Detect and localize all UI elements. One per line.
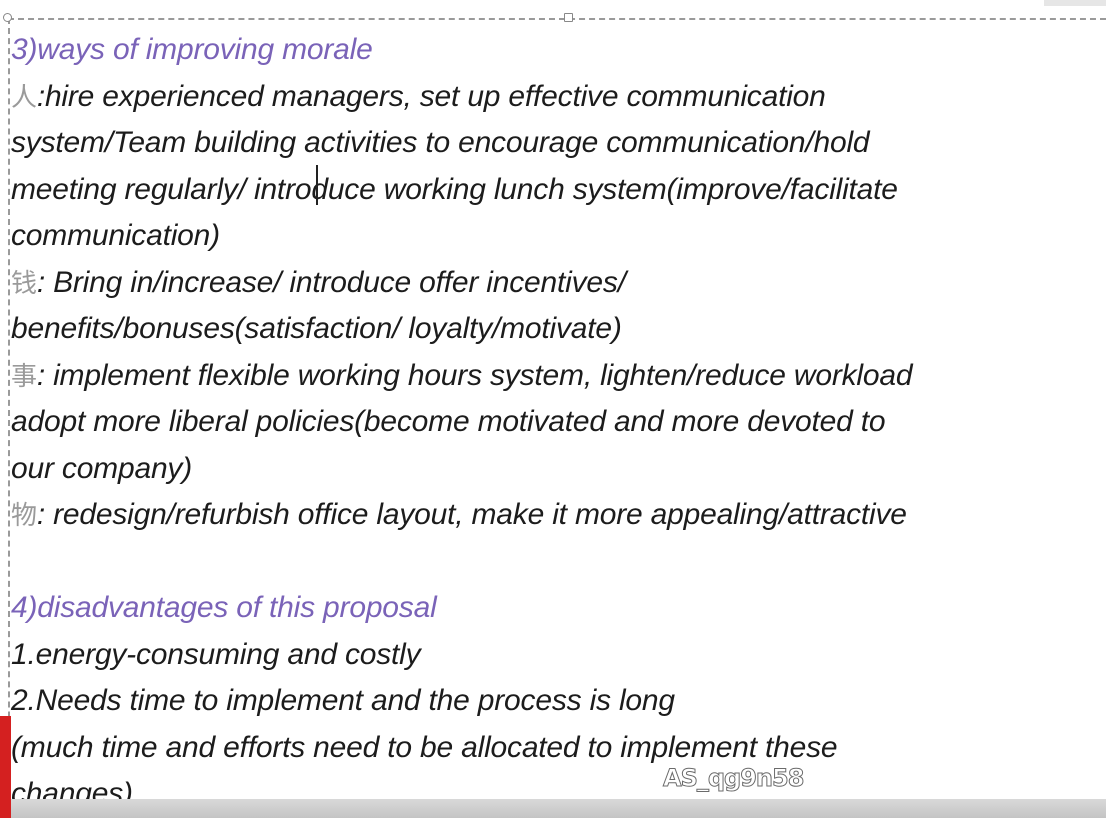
affairs-line-3: our company) xyxy=(11,451,193,485)
section-4-heading: 4)disadvantages of this proposal xyxy=(11,591,437,624)
top-right-strip xyxy=(1044,0,1106,6)
disadvantage-2: 2.Needs time to implement and the proces… xyxy=(11,684,675,717)
money-marker: 钱 xyxy=(11,268,37,299)
people-line-1: 人:hire experienced managers, set up effe… xyxy=(11,74,1106,121)
affairs-line-1: 事: implement flexible working hours syst… xyxy=(11,353,1106,400)
things-line-1: 物: redesign/refurbish office layout, mak… xyxy=(11,492,1106,539)
section-3-heading: 3)ways of improving morale xyxy=(11,33,373,66)
red-side-tab xyxy=(0,716,11,818)
bottom-scroll-bar[interactable] xyxy=(0,799,1106,818)
money-text-1: : Bring in/increase/ introduce offer inc… xyxy=(36,265,626,299)
disadvantage-1: 1.energy-consuming and costly xyxy=(11,637,421,671)
textbox-border-top xyxy=(8,18,1106,20)
slide-text-box[interactable]: 3)ways of improving morale 人:hire experi… xyxy=(11,27,1106,818)
things-text-1: : redesign/refurbish office layout, make… xyxy=(36,498,907,531)
people-line-2: system/Team building activities to encou… xyxy=(11,126,870,159)
note-line-1: (much time and efforts need to be alloca… xyxy=(11,730,838,764)
people-marker: 人 xyxy=(11,82,37,113)
blank-line xyxy=(11,539,1106,586)
text-cursor-caret xyxy=(316,165,318,205)
resize-handle-top-left[interactable] xyxy=(3,13,12,22)
money-line-2: benefits/bonuses(satisfaction/ loyalty/m… xyxy=(11,312,622,345)
people-line-4: communication) xyxy=(11,219,220,252)
people-line-3: meeting regularly/ introduce working lun… xyxy=(11,172,898,206)
affairs-text-1: : implement flexible working hours syste… xyxy=(36,358,913,392)
people-text-1: :hire experienced managers, set up effec… xyxy=(36,79,826,113)
things-marker: 物 xyxy=(11,501,37,531)
video-watermark: AS_qg9n58 xyxy=(662,764,804,793)
money-line-1: 钱: Bring in/increase/ introduce offer in… xyxy=(11,260,1106,307)
textbox-border-left xyxy=(8,18,10,818)
affairs-line-2: adopt more liberal policies(become motiv… xyxy=(11,405,886,438)
resize-handle-top-center[interactable] xyxy=(564,13,573,22)
affairs-marker: 事 xyxy=(11,361,37,392)
